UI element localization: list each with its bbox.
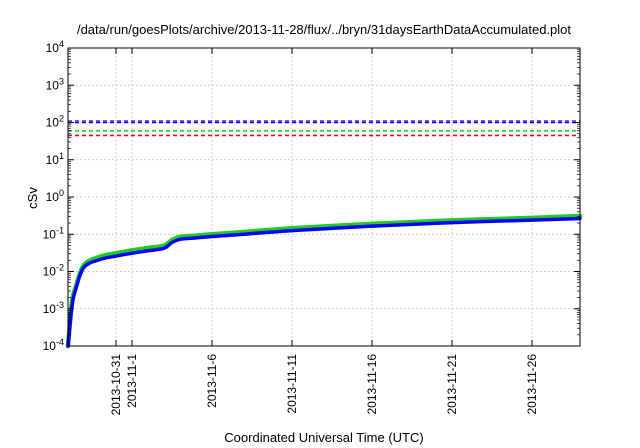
x-tick-label: 2013-11-6 bbox=[205, 354, 219, 408]
y-tick-label: 10-2 bbox=[43, 263, 64, 279]
y-axis-label: cSv bbox=[25, 187, 40, 209]
grid bbox=[68, 48, 580, 346]
series-lines bbox=[65, 213, 583, 349]
y-tick-exponent: 1 bbox=[59, 151, 64, 161]
y-tick-label: 102 bbox=[46, 114, 64, 130]
x-tick-label: 2013-11-21 bbox=[445, 354, 459, 415]
y-tick-label: 101 bbox=[46, 151, 64, 167]
y-tick-label: 103 bbox=[46, 76, 64, 92]
chart-title: /data/run/goesPlots/archive/2013-11-28/f… bbox=[77, 22, 571, 37]
x-tick-label: 2013-10-31 bbox=[109, 354, 123, 416]
y-tick-exponent: -1 bbox=[56, 225, 64, 235]
plot-border bbox=[67, 47, 581, 347]
y-tick-exponent: 0 bbox=[59, 188, 64, 198]
threshold-lines bbox=[68, 120, 580, 137]
y-tick-exponent: -2 bbox=[56, 263, 64, 273]
x-tick-label: 2013-11-16 bbox=[365, 354, 379, 415]
y-tick-label: 104 bbox=[46, 39, 64, 55]
y-tick-exponent: -3 bbox=[56, 300, 64, 310]
series-line bbox=[66, 216, 582, 348]
y-tick-label: 10-4 bbox=[43, 337, 64, 353]
y-tick-exponent: -4 bbox=[56, 337, 64, 347]
x-axis-label: Coordinated Universal Time (UTC) bbox=[224, 430, 423, 445]
y-tick-exponent: 3 bbox=[59, 76, 64, 86]
x-tick-label: 2013-11-26 bbox=[525, 354, 539, 415]
series-line bbox=[65, 213, 583, 349]
x-tick-label: 2013-11-1 bbox=[125, 354, 139, 408]
y-tick-exponent: 2 bbox=[59, 114, 64, 124]
x-tick-label: 2013-11-11 bbox=[285, 354, 299, 414]
plot-frame bbox=[67, 47, 581, 347]
x-tick-labels: 2013-10-31 2013-11-1 2013-11-6 2013-11-11 20… bbox=[109, 354, 539, 416]
y-tick-exponent: 4 bbox=[59, 39, 64, 49]
y-tick-label: 10-3 bbox=[43, 300, 64, 316]
y-tick-label: 100 bbox=[46, 188, 64, 204]
y-tick-label: 10-1 bbox=[43, 225, 64, 241]
